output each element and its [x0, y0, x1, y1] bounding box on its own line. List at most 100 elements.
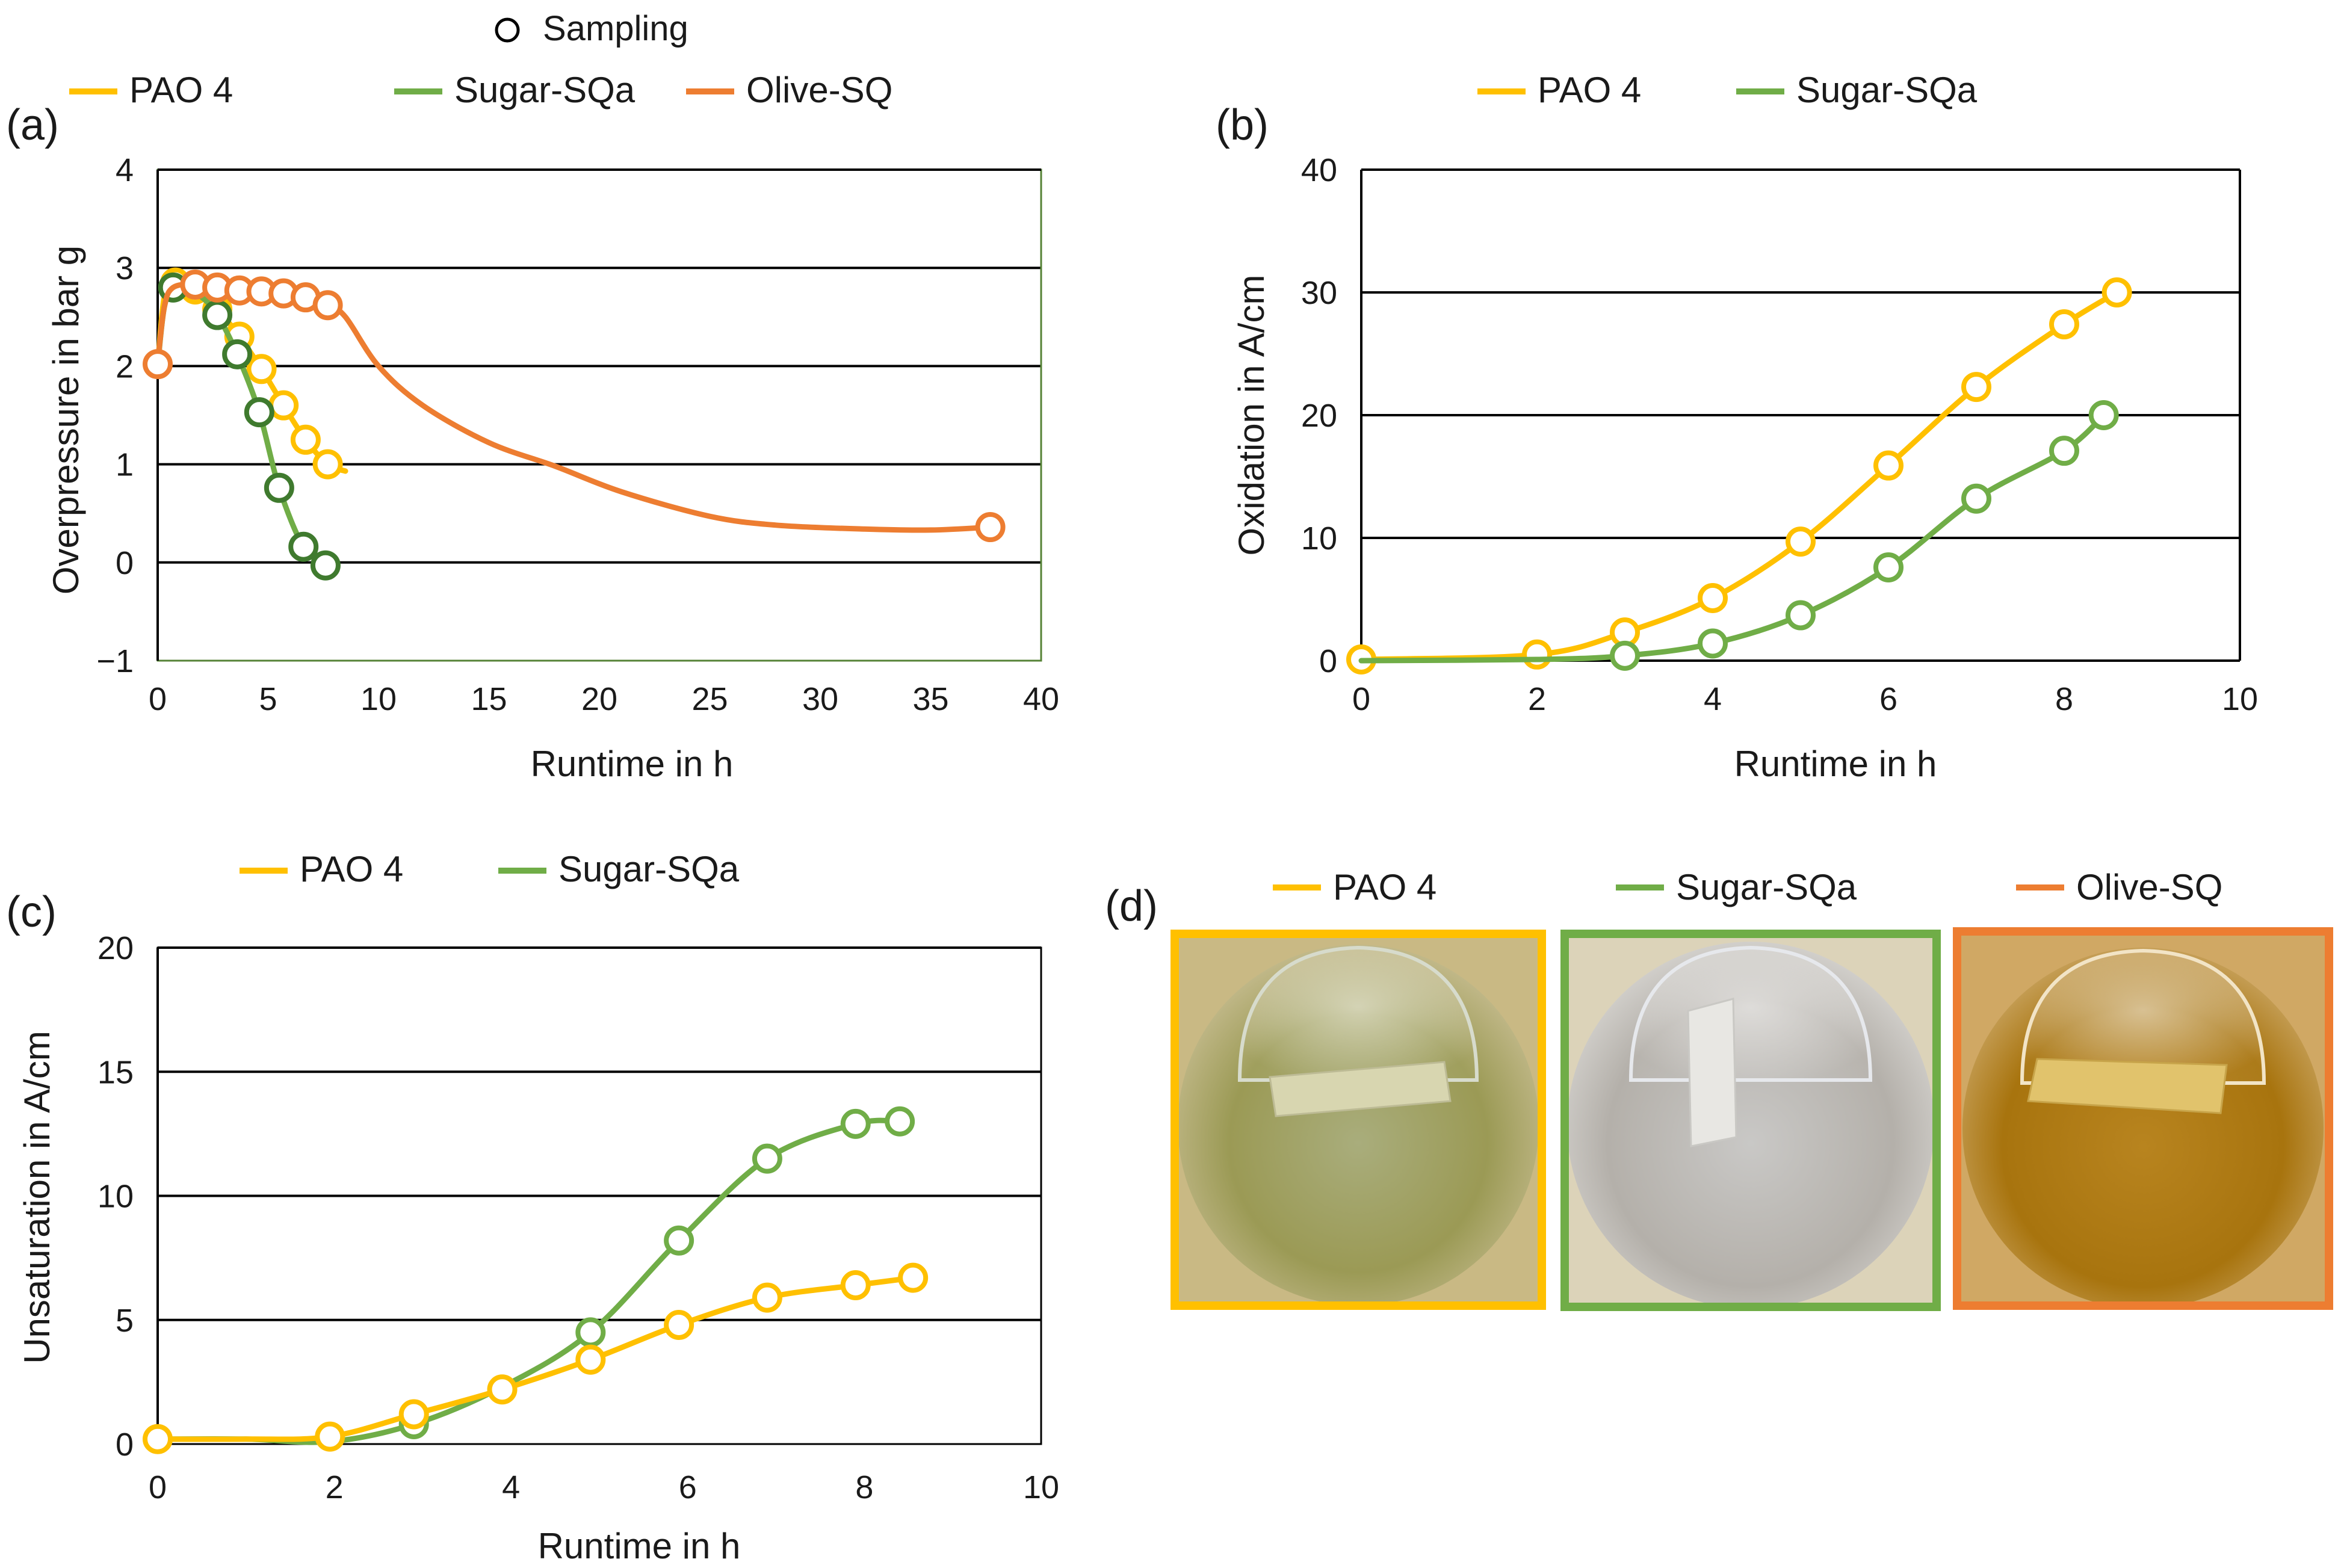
chart-a-point-sugar-sqa	[288, 531, 319, 562]
chart-a-legend: PAO 4 Sugar-SQa Olive-SQ	[69, 70, 892, 110]
chart-a-xtick-label: 0	[149, 681, 167, 717]
photo-olive	[1953, 927, 2333, 1310]
chart-c-point-pao-4	[487, 1374, 518, 1405]
photo-sugar	[1560, 930, 1941, 1311]
chart-b-point-sugar-sqa	[1961, 483, 1991, 514]
chart-b-ytick-label: 10	[1301, 520, 1337, 557]
chart-b-point-pao-4	[1961, 372, 1991, 403]
panel-label-d: (d)	[1105, 882, 1158, 930]
chart-a-ylabel: Overpressure in bar g	[46, 245, 86, 594]
chart-a-point-olive-sq	[143, 349, 173, 380]
chart-a-xtick-label: 30	[802, 681, 838, 717]
chart-a-point-olive-sq	[312, 290, 343, 321]
legend-label-sugar-sqa: Sugar-SQa	[1796, 70, 1978, 110]
legend-label-sugar-sqa: Sugar-SQa	[454, 70, 636, 110]
chart-a-point-sugar-sqa	[202, 300, 233, 330]
chart-c-ylabel: Unsaturation in A/cm	[17, 1031, 57, 1364]
chart-b-xtick-label: 6	[1879, 681, 1897, 717]
chart-c-point-pao-4	[575, 1344, 606, 1375]
chart-c-point-sugar-sqa	[575, 1317, 606, 1348]
chart-a-xtick-label: 35	[912, 681, 948, 717]
legend-label-pao-4: PAO 4	[1538, 70, 1641, 110]
chart-b: (b) PAO 4 Sugar-SQa 0 2 4 6 8 10 0 10 20 30 40 Runt…	[1216, 70, 2258, 784]
chart-c-point-pao-4	[664, 1310, 694, 1340]
chart-a-ytick-label: 2	[116, 348, 134, 384]
legend-d-label-sugar-sqa: Sugar-SQa	[1676, 867, 1857, 907]
chart-c-point-pao-4	[840, 1270, 871, 1300]
chart-c: (c) PAO 4 Sugar-SQa 0 2 4 6 8 10 0 5 10 15 20 Runti…	[6, 849, 1059, 1566]
legend-d-label-pao-4: PAO 4	[1333, 867, 1437, 907]
chart-c-point-sugar-sqa	[885, 1106, 915, 1137]
chart-c-xtick-label: 8	[855, 1469, 873, 1505]
chart-c-point-sugar-sqa	[752, 1143, 782, 1174]
chart-b-xlabel: Runtime in h	[1734, 744, 1937, 784]
chart-b-ytick-label: 20	[1301, 398, 1337, 434]
chart-b-point-sugar-sqa	[1698, 628, 1728, 659]
chart-b-xtick-label: 10	[2222, 681, 2258, 717]
legend-d-label-olive-sq: Olive-SQ	[2076, 867, 2222, 907]
chart-c-ytick-label: 5	[116, 1303, 134, 1339]
chart-a-ytick-label: 4	[116, 152, 134, 188]
chart-c-point-pao-4	[752, 1282, 782, 1313]
chart-a-point-pao-4	[246, 354, 277, 384]
chart-c-point-pao-4	[143, 1424, 173, 1454]
chart-b-point-pao-4	[2101, 277, 2132, 307]
chart-b-ytick-label: 0	[1319, 643, 1337, 679]
panel-label-b: (b)	[1216, 101, 1269, 149]
sampling-legend-marker	[495, 17, 520, 43]
chart-a-point-sugar-sqa	[264, 472, 294, 503]
chart-c-ytick-label: 10	[97, 1179, 134, 1215]
chart-c-point-pao-4	[398, 1399, 429, 1430]
chart-c-series-line-sugar-sqa	[155, 1117, 903, 1445]
chart-c-point-pao-4	[898, 1262, 929, 1293]
chart-c-series-line-pao-4	[155, 1275, 916, 1442]
chart-b-point-pao-4	[1522, 639, 1552, 670]
photo-olive-coupon	[2027, 1058, 2228, 1114]
chart-a-xtick-label: 20	[581, 681, 617, 717]
chart-b-point-sugar-sqa	[1786, 600, 1816, 631]
chart-a: (a) PAO 4 Sugar-SQa Olive-SQ 0 5 10 15 20 25 30 3…	[6, 70, 1059, 784]
photo-sugar-frame	[1560, 930, 1941, 1311]
photo-pao4-dome	[1237, 945, 1479, 1082]
chart-a-ytick-label: 3	[116, 250, 134, 286]
chart-c-plot: 0 2 4 6 8 10 0 5 10 15 20	[97, 930, 1059, 1505]
chart-b-xtick-label: 8	[2055, 681, 2073, 717]
panel-label-c: (c)	[6, 888, 57, 936]
legend-label-pao-4: PAO 4	[129, 70, 233, 110]
photo-pao4-frame	[1171, 930, 1546, 1310]
panel-d: (d) PAO 4 Sugar-SQa Olive-SQ	[1105, 867, 2333, 1311]
photo-pao4-coupon	[1269, 1061, 1452, 1117]
chart-a-xtick-label: 15	[471, 681, 507, 717]
chart-a-xtick-label: 25	[691, 681, 728, 717]
chart-a-point-sugar-sqa	[310, 550, 341, 581]
chart-a-point-sugar-sqa	[244, 397, 274, 428]
photo-pao4	[1171, 930, 1546, 1310]
chart-b-point-sugar-sqa	[1610, 640, 1640, 671]
sampling-legend-label: Sampling	[543, 9, 688, 48]
chart-a-ytick-label: −1	[96, 643, 134, 679]
chart-a-point-sugar-sqa	[222, 339, 253, 369]
chart-a-ytick-label: 1	[116, 447, 134, 483]
chart-c-point-sugar-sqa	[664, 1225, 694, 1256]
photo-olive-dome	[2020, 948, 2266, 1085]
chart-a-point-pao-4	[290, 424, 321, 455]
chart-c-xtick-label: 6	[679, 1469, 697, 1505]
chart-a-xtick-label: 10	[360, 681, 397, 717]
chart-a-xtick-label: 40	[1023, 681, 1059, 717]
chart-c-xlabel: Runtime in h	[538, 1526, 741, 1566]
chart-c-point-pao-4	[315, 1421, 345, 1452]
chart-b-ytick-label: 30	[1301, 275, 1337, 311]
chart-b-ytick-label: 40	[1301, 152, 1337, 188]
chart-c-ytick-label: 20	[97, 930, 134, 966]
chart-b-point-sugar-sqa	[1873, 552, 1903, 582]
chart-c-xtick-label: 2	[326, 1469, 344, 1505]
chart-b-xtick-label: 0	[1352, 681, 1370, 717]
chart-c-point-sugar-sqa	[840, 1108, 871, 1139]
photo-olive-frame	[1953, 927, 2333, 1310]
chart-c-legend: PAO 4 Sugar-SQa	[240, 849, 740, 889]
chart-b-ylabel: Oxidation in A/cm	[1231, 275, 1272, 556]
chart-a-point-olive-sq	[975, 512, 1006, 543]
chart-b-xtick-label: 4	[1704, 681, 1722, 717]
chart-c-xtick-label: 0	[149, 1469, 167, 1505]
